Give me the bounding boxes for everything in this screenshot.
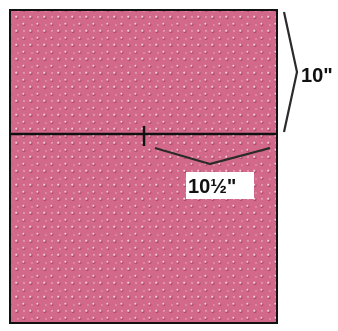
width-label-background (186, 172, 254, 199)
width-label: 10½" (188, 176, 236, 198)
height-bracket (282, 11, 299, 133)
fabric-piece (9, 9, 278, 324)
height-label: 10" (301, 65, 333, 87)
width-bracket (154, 146, 271, 166)
